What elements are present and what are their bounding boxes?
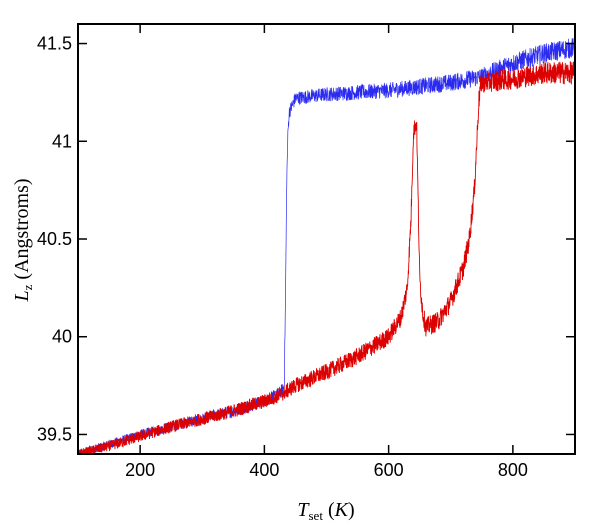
y-axis-title: Lz (Angstroms): [11, 178, 35, 302]
x-axis-title-unit: K: [334, 499, 350, 521]
x-axis-title-open: (: [323, 499, 335, 521]
y-axis-ticks: 39.5 40 40.5 41 41.5: [37, 34, 575, 444]
x-axis-title: Tset (K): [297, 499, 354, 523]
x-axis-title-base: T: [297, 499, 310, 521]
series-line-2: [78, 60, 575, 454]
y-tick-label: 40.5: [37, 229, 72, 249]
y-axis-title-sub: z: [20, 284, 35, 290]
x-axis-ticks: 200 400 600 800: [125, 24, 528, 480]
y-tick-label: 40: [52, 327, 72, 347]
series-layer: [78, 37, 575, 454]
y-axis-title-base: L: [11, 290, 33, 302]
y-tick-label: 41: [52, 131, 72, 151]
x-tick-label: 200: [125, 460, 155, 480]
x-tick-label: 400: [249, 460, 279, 480]
x-axis-title-sub: set: [308, 508, 323, 523]
y-tick-label: 41.5: [37, 34, 72, 54]
x-tick-label: 800: [498, 460, 528, 480]
x-axis-title-close: ): [348, 499, 355, 521]
y-axis-title-text: (Angstroms): [11, 178, 33, 284]
series-line-1: [78, 37, 575, 454]
x-tick-label: 600: [374, 460, 404, 480]
y-tick-label: 39.5: [37, 424, 72, 444]
